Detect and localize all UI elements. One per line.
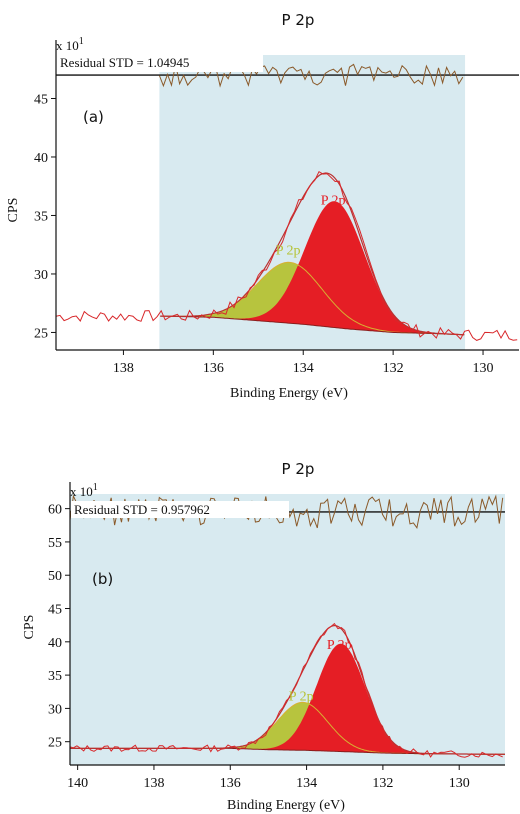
y-tick-label: 50	[48, 569, 62, 584]
chart-title-b: P 2p	[282, 460, 315, 478]
x-tick-label: 138	[143, 776, 164, 791]
y-tick-label: 35	[48, 669, 62, 684]
y-tick-label: 55	[48, 536, 62, 551]
raw-data-line	[55, 170, 518, 341]
peak-label-p2p-green-b: P 2p	[289, 689, 314, 704]
y-tick-label: 30	[34, 268, 48, 283]
multiplier-label-a: x 101	[56, 36, 84, 53]
residual-label-box-b	[71, 501, 289, 518]
x-tick-label: 134	[293, 361, 314, 376]
y-tick-label: 40	[34, 151, 48, 166]
x-tick-label: 130	[449, 776, 470, 791]
peak-label-p2p-green-a: P 2p	[276, 243, 301, 258]
y-tick-label: 60	[48, 503, 62, 518]
residual-line	[158, 63, 464, 88]
y-tick-label: 45	[34, 92, 48, 107]
y-axis-label-b: CPS	[22, 615, 37, 640]
x-tick-label: 140	[67, 776, 88, 791]
y-tick-label: 25	[34, 326, 48, 341]
chart-title-a: P 2p	[282, 11, 315, 29]
y-tick-label: 35	[34, 209, 48, 224]
x-tick-label: 130	[473, 361, 494, 376]
component-fill-red	[160, 201, 465, 335]
y-tick-label: 25	[48, 736, 62, 751]
component-fill-green	[70, 702, 505, 755]
chart-panel-a: P 2p x 101 Residual STD = 1.04945 (a) P …	[6, 11, 519, 401]
x-tick-label: 136	[220, 776, 241, 791]
x-tick-label: 134	[296, 776, 317, 791]
x-tick-label: 136	[203, 361, 224, 376]
chart-panel-b: P 2p x 101 Residual STD = 0.957962 (b) P…	[22, 460, 505, 813]
raw-data-line	[69, 622, 503, 758]
residual-std-label-b: Residual STD = 0.957962	[74, 502, 210, 517]
y-axis-label-a: CPS	[6, 198, 21, 223]
y-tick-label: 30	[48, 702, 62, 717]
background-line	[160, 315, 465, 336]
y-tick-label: 40	[48, 636, 62, 651]
panel-label-a: (a)	[83, 108, 104, 126]
x-axis-label-b: Binding Energy (eV)	[227, 798, 345, 813]
y-tick-label: 45	[48, 603, 62, 618]
residual-label-box-a	[57, 54, 263, 72]
peak-label-p2p-red-a: P 2p	[321, 194, 346, 209]
panel-label-b: (b)	[92, 570, 113, 588]
peak-label-p2p-red-b: P 2p	[327, 638, 352, 653]
residual-std-label-a: Residual STD = 1.04945	[60, 55, 189, 70]
x-tick-label: 132	[372, 776, 393, 791]
x-tick-label: 132	[383, 361, 404, 376]
x-tick-label: 138	[113, 361, 134, 376]
multiplier-label-b: x 101	[70, 482, 98, 499]
x-axis-label-a: Binding Energy (eV)	[230, 386, 348, 401]
